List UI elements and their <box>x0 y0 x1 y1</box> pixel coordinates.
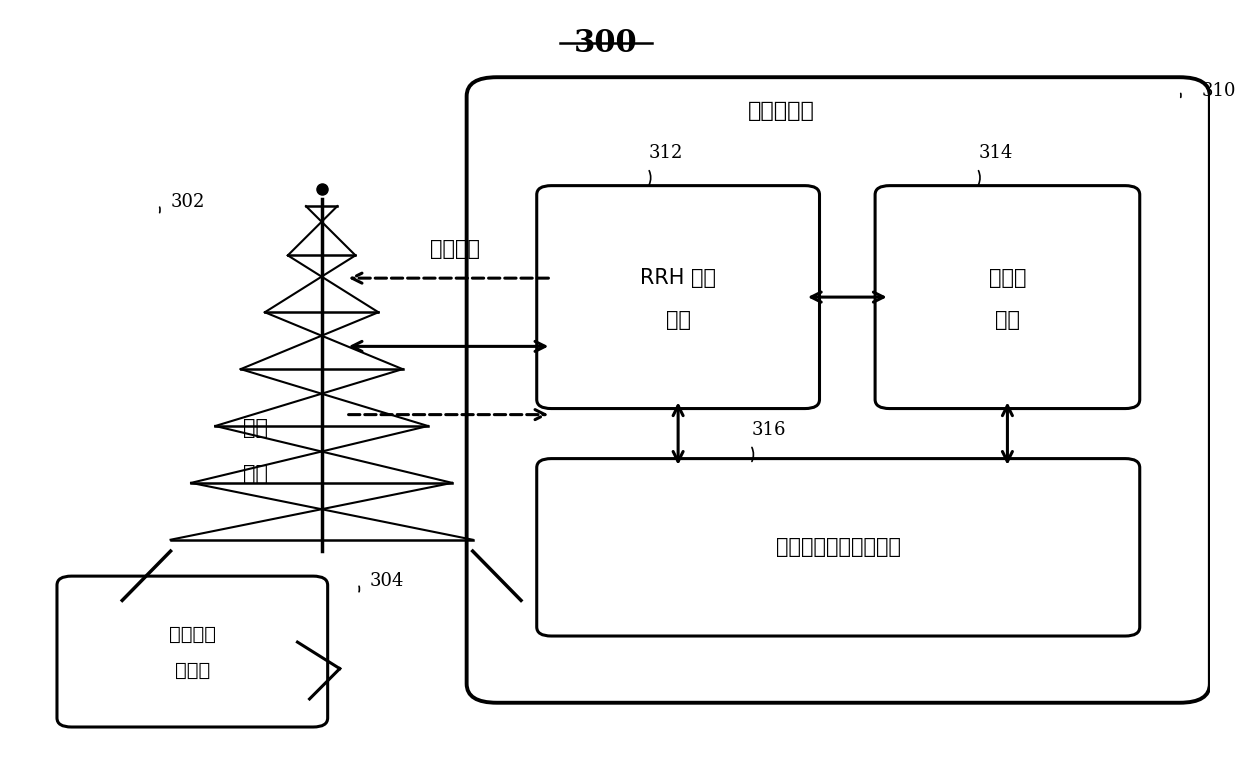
Text: 302: 302 <box>171 193 204 212</box>
FancyBboxPatch shape <box>536 186 819 409</box>
Text: 管理: 管理 <box>995 310 1020 330</box>
FancyBboxPatch shape <box>467 77 1209 702</box>
Text: 无线: 无线 <box>243 419 268 438</box>
Text: 304: 304 <box>370 572 404 591</box>
FancyBboxPatch shape <box>57 576 327 727</box>
Text: 信号: 信号 <box>243 464 268 484</box>
Text: 云资源: 云资源 <box>989 268 1026 288</box>
Text: 312: 312 <box>649 144 683 162</box>
Text: 300: 300 <box>574 28 637 59</box>
Text: 电头端: 电头端 <box>175 661 209 680</box>
Text: RRH 控制: RRH 控制 <box>641 268 716 288</box>
Text: 314: 314 <box>978 144 1012 162</box>
Text: 远程无线: 远程无线 <box>169 626 216 645</box>
Text: 虚拟基站池和其它功能: 虚拟基站池和其它功能 <box>776 537 901 557</box>
Text: 控制参数: 控制参数 <box>430 239 479 260</box>
FancyBboxPatch shape <box>536 459 1140 636</box>
Text: 310: 310 <box>1202 82 1235 100</box>
FancyBboxPatch shape <box>875 186 1140 409</box>
Text: 无线网络云: 无线网络云 <box>747 101 814 121</box>
Text: 316: 316 <box>752 421 786 439</box>
Text: 模块: 模块 <box>665 310 690 330</box>
